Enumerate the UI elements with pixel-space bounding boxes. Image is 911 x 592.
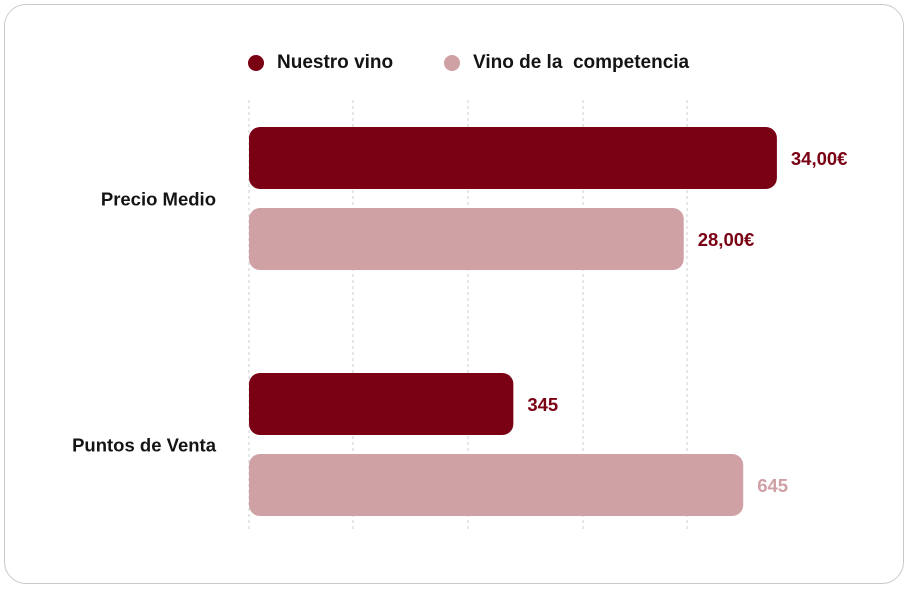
legend-label-nuestro-vino: Nuestro vino xyxy=(277,52,394,73)
bar xyxy=(249,208,684,270)
legend-item-nuestro-vino: Nuestro vino xyxy=(248,52,393,74)
bar xyxy=(249,373,514,435)
category-label: Precio Medio xyxy=(101,189,216,210)
legend-swatch-competencia xyxy=(444,55,460,71)
bar-value-label: 34,00€ xyxy=(791,148,848,169)
bar xyxy=(249,454,744,516)
bar xyxy=(249,127,777,189)
bar-value-label: 645 xyxy=(757,475,788,496)
bar-value-label: 28,00€ xyxy=(698,229,755,250)
bar-value-label: 345 xyxy=(527,394,558,415)
legend-label-competencia: Vino de la competencia xyxy=(473,52,690,73)
legend-item-competencia: Vino de la competencia xyxy=(444,52,689,74)
legend: Nuestro vino Vino de la competencia xyxy=(0,52,911,78)
legend-swatch-nuestro-vino xyxy=(248,55,264,71)
category-label: Puntos de Venta xyxy=(72,435,217,456)
